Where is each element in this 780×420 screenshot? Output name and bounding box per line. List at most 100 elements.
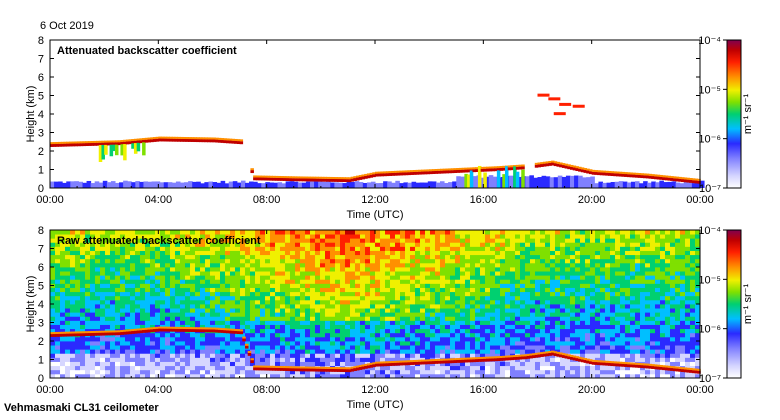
- heatmap-cell: [215, 262, 221, 268]
- heatmap-cell: [280, 332, 286, 338]
- heatmap-cell: [605, 230, 611, 235]
- heatmap-cell: [325, 279, 331, 284]
- heatmap-cell: [70, 312, 76, 317]
- haze-cell: [322, 181, 327, 188]
- heatmap-cell: [425, 258, 431, 264]
- heatmap-cell: [235, 254, 241, 260]
- heatmap-cell: [135, 312, 141, 317]
- heatmap-cell: [110, 312, 116, 317]
- heatmap-cell: [375, 369, 381, 375]
- heatmap-cell: [290, 238, 296, 243]
- heatmap-cell: [205, 312, 211, 317]
- heatmap-cell: [345, 312, 351, 317]
- heatmap-cell: [435, 230, 441, 235]
- heatmap-cell: [70, 324, 76, 330]
- cloud-cell: [637, 173, 642, 176]
- heatmap-cell: [305, 291, 311, 297]
- heatmap-cell: [560, 312, 566, 317]
- y-tick-label: 0: [38, 183, 44, 195]
- heatmap-cell: [105, 312, 111, 317]
- heatmap-cell: [510, 254, 516, 260]
- heatmap-cell: [545, 230, 551, 235]
- heatmap-cell: [530, 308, 536, 313]
- heatmap-cell: [135, 271, 141, 276]
- heatmap-cell: [195, 320, 201, 325]
- heatmap-cell: [460, 324, 466, 330]
- heatmap-cell: [305, 361, 311, 367]
- heatmap-cell: [545, 369, 551, 375]
- heatmap-cell: [625, 238, 631, 243]
- haze-cell: [700, 180, 705, 188]
- cloud-cell: [291, 176, 295, 179]
- heatmap-cell: [405, 250, 411, 256]
- heatmap-cell: [495, 312, 501, 317]
- heatmap-cell: [150, 283, 156, 288]
- heatmap-cell: [370, 308, 376, 313]
- heatmap-cell: [585, 353, 591, 358]
- heatmap-cell: [305, 250, 311, 256]
- heatmap-cell: [145, 365, 151, 371]
- heatmap-cell: [60, 299, 66, 305]
- heatmap-cell: [525, 308, 531, 313]
- heatmap-cell: [545, 341, 551, 346]
- heatmap-cell: [425, 246, 431, 251]
- cloud-cell: [282, 176, 287, 179]
- heatmap-cell: [255, 336, 261, 342]
- cloud-cell: [253, 177, 257, 181]
- heatmap-cell: [255, 238, 261, 243]
- heatmap-cell: [555, 299, 561, 305]
- heatmap-cell: [180, 283, 186, 288]
- heatmap-cell: [445, 291, 451, 297]
- cloud-cell: [361, 174, 365, 177]
- cloud-cell: [226, 138, 230, 141]
- heatmap-cell: [195, 336, 201, 342]
- haze-cell: [639, 183, 644, 188]
- cloud-cell: [139, 138, 143, 141]
- heatmap-cell: [150, 336, 156, 342]
- heatmap-cell: [225, 349, 231, 354]
- heatmap-cell: [160, 230, 166, 235]
- heatmap-cell: [545, 242, 551, 247]
- haze-cell: [379, 183, 384, 188]
- heatmap-cell: [350, 361, 356, 367]
- heatmap-cell: [580, 250, 586, 256]
- heatmap-cell: [540, 234, 546, 239]
- heatmap-cell: [125, 267, 131, 272]
- heatmap-cell: [610, 246, 616, 251]
- heatmap-cell: [130, 254, 136, 260]
- heatmap-cell: [630, 304, 636, 309]
- heatmap-cell: [385, 369, 391, 375]
- heatmap-cell: [435, 287, 441, 293]
- cloud-cell: [350, 178, 355, 182]
- heatmap-cell: [100, 267, 106, 272]
- haze-cell: [358, 182, 364, 188]
- heatmap-cell: [365, 299, 371, 305]
- heatmap-cell: [290, 295, 296, 301]
- cloud-cell: [293, 176, 298, 179]
- heatmap-cell: [345, 291, 351, 297]
- heatmap-cell: [110, 324, 116, 330]
- heatmap-cell: [490, 271, 496, 276]
- heatmap-cell: [275, 373, 281, 379]
- heatmap-cell: [415, 320, 421, 325]
- cloud-cell: [115, 142, 119, 146]
- heatmap-cell: [60, 258, 66, 264]
- cloud-cell: [672, 176, 677, 179]
- cloud-cell: [280, 177, 284, 181]
- heatmap-cell: [375, 332, 381, 338]
- heatmap-cell: [375, 279, 381, 284]
- heatmap-cell: [380, 365, 386, 371]
- heatmap-cell: [325, 345, 331, 350]
- heatmap-cell: [480, 230, 486, 235]
- heatmap-cell: [115, 242, 121, 247]
- heatmap-cell: [95, 308, 101, 313]
- heatmap-cell: [470, 242, 476, 247]
- heatmap-cell: [415, 353, 421, 358]
- heatmap-cell: [565, 341, 571, 346]
- heatmap-cell: [120, 341, 126, 346]
- heatmap-cell: [95, 369, 101, 375]
- heatmap-cell: [240, 234, 246, 239]
- heatmap-cell: [185, 312, 191, 317]
- heatmap-cell: [555, 336, 561, 342]
- heatmap-cell: [555, 271, 561, 276]
